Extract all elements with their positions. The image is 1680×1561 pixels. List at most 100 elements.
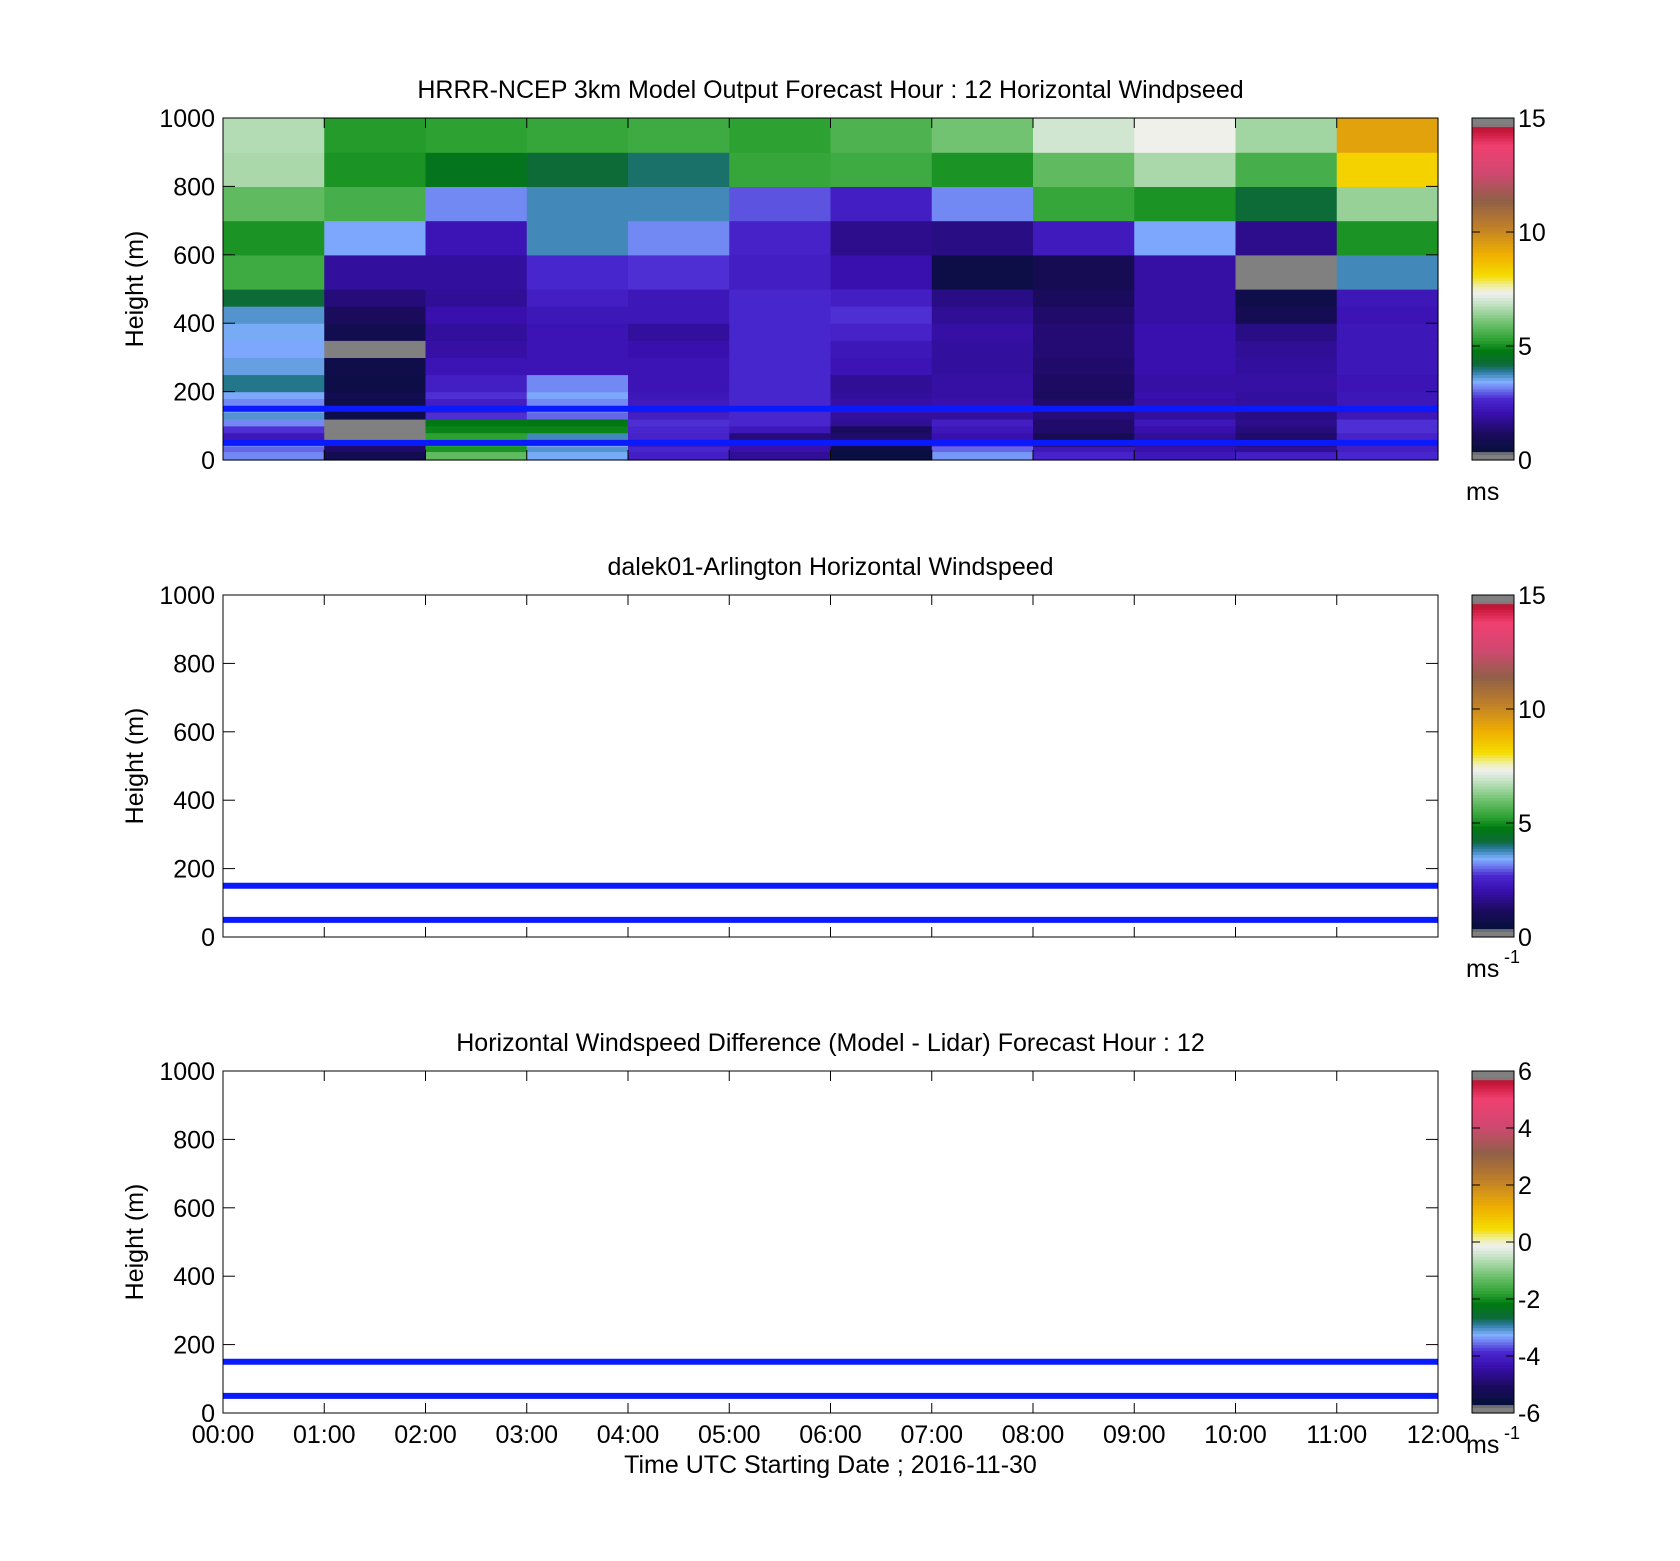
colorbar-segment [1472, 1236, 1514, 1240]
y-tick-label: 600 [173, 719, 215, 747]
colorbar-segment [1472, 1170, 1514, 1175]
heatmap-cell [223, 374, 325, 393]
colorbar-segment [1472, 1071, 1514, 1075]
colorbar-segment [1472, 1264, 1514, 1269]
heatmap-cell [324, 254, 427, 290]
heatmap-cell [729, 425, 832, 434]
colorbar-segment [1472, 217, 1514, 222]
colorbar-segment [1472, 737, 1514, 741]
colorbar-segment [1472, 294, 1514, 299]
colorbar-segment [1472, 397, 1514, 401]
heatmap-cell [1033, 398, 1135, 406]
heatmap-cell [1336, 418, 1439, 427]
colorbar-segment [1472, 457, 1514, 461]
colorbar-tick-label: 0 [1518, 924, 1532, 952]
heatmap-cell [931, 220, 1034, 256]
colorbar-segment [1472, 249, 1514, 253]
colorbar-segment [1472, 420, 1514, 424]
y-tick-label: 1000 [159, 105, 215, 133]
colorbar-segment [1472, 403, 1514, 407]
heatmap-cell [1033, 357, 1135, 376]
colorbar-segment [1472, 1350, 1514, 1354]
colorbar-segment [1472, 237, 1514, 242]
heatmap-cell [425, 289, 528, 307]
colorbar-segment [1472, 820, 1514, 824]
colorbar-segment [1472, 391, 1514, 396]
heatmap-cell [526, 152, 629, 187]
colorbar-segment [1472, 251, 1514, 256]
heatmap-cell [1033, 446, 1135, 453]
heatmap-cell [729, 398, 832, 406]
heatmap-cell [1235, 118, 1338, 153]
colorbar-segment [1472, 289, 1514, 293]
heatmap-cell [729, 186, 832, 222]
heatmap-cell [931, 357, 1034, 376]
colorbar-segment [1472, 374, 1514, 378]
colorbar-segment [1472, 1358, 1514, 1363]
heatmap-cell [425, 432, 528, 441]
colorbar-segment [1472, 1253, 1514, 1257]
colorbar-segment [1472, 160, 1514, 165]
colorbar-segment [1472, 323, 1514, 327]
colorbar-segment [1472, 632, 1514, 636]
heatmap-cell [324, 118, 427, 153]
heatmap-cell [931, 118, 1034, 153]
heatmap-cell [1336, 446, 1439, 453]
heatmap-cell [324, 374, 427, 393]
colorbar-segment [1472, 1139, 1514, 1143]
heatmap-cell [1336, 398, 1439, 406]
colorbar-segment [1472, 172, 1514, 176]
colorbar-segment [1472, 874, 1514, 878]
heatmap-cell [223, 451, 325, 461]
colorbar-segment [1472, 1310, 1514, 1314]
colorbar-segment [1472, 691, 1514, 696]
heatmap-cell [628, 254, 730, 290]
colorbar-segment [1472, 1333, 1514, 1337]
heatmap-cell [1134, 451, 1237, 461]
colorbar-segment [1472, 902, 1514, 907]
colorbar-segment [1472, 149, 1514, 153]
colorbar-segment [1472, 1270, 1514, 1274]
colorbar-segment [1472, 834, 1514, 838]
heatmap-cell [425, 446, 528, 453]
colorbar-segment [1472, 1210, 1514, 1215]
colorbar-segment [1472, 723, 1514, 727]
heatmap-cell [628, 391, 730, 400]
colorbar-segment [1472, 417, 1514, 421]
colorbar-segment [1472, 911, 1514, 915]
colorbar-segment [1472, 1145, 1514, 1149]
colorbar-unit-label: ms [1466, 1431, 1499, 1459]
colorbar-segment [1472, 132, 1514, 136]
colorbar-segment [1472, 146, 1514, 150]
colorbar-segment [1472, 175, 1514, 179]
colorbar-segment [1472, 437, 1514, 441]
colorbar-segment [1472, 1224, 1514, 1229]
heatmap-cell [1134, 412, 1237, 420]
heatmap-cell [628, 432, 730, 441]
colorbar-tick-label: 10 [1518, 219, 1546, 247]
heatmap-cell [425, 220, 528, 256]
heatmap-cell [526, 432, 629, 441]
heatmap-cell [830, 186, 933, 222]
heatmap-cell [830, 412, 933, 420]
colorbar-segment [1472, 320, 1514, 324]
colorbar-segment [1472, 857, 1514, 861]
colorbar-segment [1472, 442, 1514, 447]
colorbar-segment [1472, 652, 1514, 656]
heatmap-cell [1336, 254, 1439, 290]
colorbar-segment [1472, 620, 1514, 625]
colorbar-segment [1472, 848, 1514, 853]
colorbar-segment [1472, 206, 1514, 210]
heatmap-cell [1336, 289, 1439, 307]
colorbar: 0 5 10 15 ms -1 [1466, 582, 1546, 983]
colorbar-segment [1472, 1364, 1514, 1368]
heatmap-cell [425, 340, 528, 358]
colorbar-segment [1472, 1393, 1514, 1397]
heatmap-cell [425, 391, 528, 400]
heatmap-cell [1336, 451, 1439, 461]
colorbar-segment [1472, 1336, 1514, 1340]
colorbar-segment [1472, 271, 1514, 276]
heatmap-cell [1235, 357, 1338, 376]
colorbar-segment [1472, 1395, 1514, 1400]
